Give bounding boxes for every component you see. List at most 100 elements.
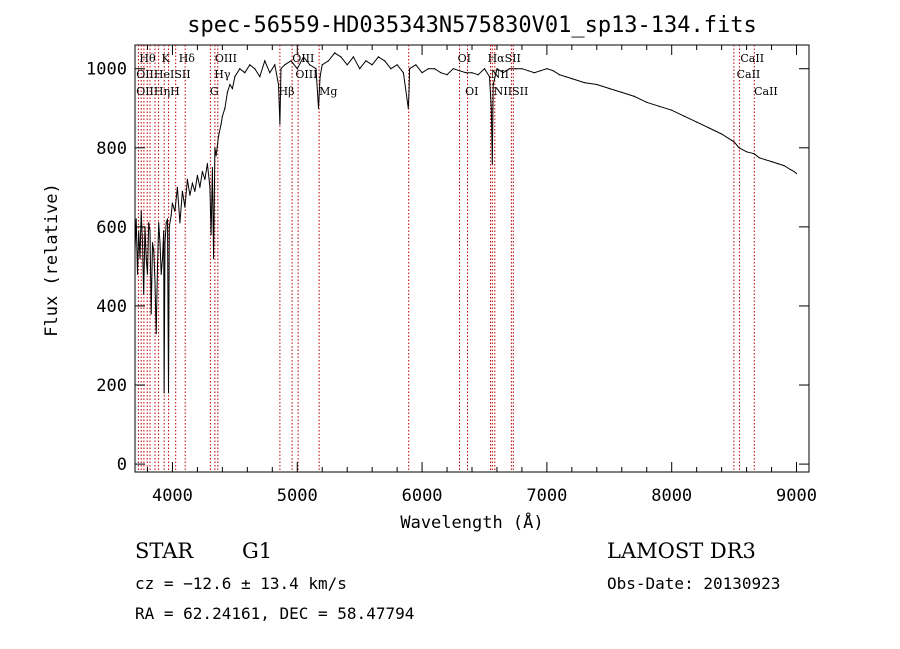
spectrum-point [239, 68, 241, 70]
spectrum-point [214, 147, 216, 149]
spectrum-layer [134, 52, 798, 394]
object-class: STAR [135, 539, 194, 563]
spectrum-point [738, 147, 740, 149]
line-label: Mg [319, 85, 337, 98]
spectrum-point [279, 123, 281, 125]
spectrum-point [280, 68, 282, 70]
spectrum-point [160, 273, 162, 275]
spectrum-point [254, 68, 256, 70]
coordinates: RA = 62.24161, DEC = 58.47794 [135, 604, 414, 623]
spectrum-point [218, 135, 220, 137]
line-label: OIII [215, 52, 237, 65]
spectrum-point [440, 72, 442, 74]
spectrum-point [508, 68, 510, 70]
spectrum-point [377, 56, 379, 58]
spectrum-point [179, 222, 181, 224]
spectrum-point [259, 76, 261, 78]
spectrum-point [221, 115, 223, 117]
spectrum-point [209, 186, 211, 188]
survey-name: LAMOST DR3 [607, 539, 756, 563]
spectrum-point [409, 68, 411, 70]
spectrum-point [477, 74, 479, 76]
spectrum-point [140, 210, 142, 212]
spectrum-point [396, 64, 398, 66]
spectrum-point [181, 190, 183, 192]
spectrum-point [224, 107, 226, 109]
spectrum-point [789, 168, 791, 171]
line-label: CaII [740, 52, 764, 65]
spectrum-point [191, 182, 193, 184]
x-tick-label: 9000 [776, 486, 817, 506]
spectrum-point [552, 70, 554, 72]
line-label: G [210, 85, 219, 98]
x-tick-label: 6000 [402, 486, 443, 506]
spectrum-point [296, 68, 298, 70]
spectrum-point [204, 178, 206, 180]
spectrum-point [696, 121, 698, 123]
spectrum-line [134, 52, 797, 393]
spectrum-point [434, 68, 436, 70]
spectrum-point [145, 257, 147, 260]
spectrum-point [334, 52, 336, 54]
spectrum-point [229, 83, 231, 86]
spectrum-point [148, 222, 150, 224]
spectrum-point [153, 250, 155, 252]
spectrum-point [427, 68, 429, 70]
plot-frame [134, 44, 810, 473]
spectrum-point [571, 78, 573, 80]
spectrum-point [143, 293, 145, 295]
spectrum-point [168, 226, 170, 228]
line-label: OIIHηH [136, 85, 179, 98]
redshift-text: cz = −12.6 ± 13.4 km/s [135, 574, 347, 593]
spectrum-point [365, 60, 367, 62]
spectrum-point [154, 281, 156, 283]
spectrum-point [194, 190, 196, 192]
spectrum-point [302, 56, 305, 58]
spectrum-point [167, 392, 170, 394]
spectrum-point [658, 105, 660, 107]
spectrum-point [165, 222, 167, 224]
spectrum-point [174, 210, 176, 212]
spectrum-point [795, 172, 798, 175]
spectrum-point [138, 230, 140, 232]
spectrum-point [583, 82, 585, 84]
spectrum-point [533, 72, 536, 74]
spectrum-point [189, 194, 191, 196]
spectrum-point [491, 163, 493, 165]
spectrum-point [135, 218, 137, 220]
line-label: Hγ [214, 68, 231, 81]
spectrum-point [136, 273, 139, 275]
spectrum-point [206, 163, 208, 165]
line-label: HαSII [488, 52, 521, 65]
spectrum-point [558, 74, 561, 76]
spectrum-point [186, 178, 188, 180]
line-label: OIIHeISII [136, 68, 190, 81]
spectrum-point [155, 333, 157, 335]
spectrum-point [793, 170, 795, 173]
spectrum-point [141, 242, 144, 244]
spectrum-point [213, 257, 215, 260]
obs-date: Obs-Date: 20130923 [607, 574, 780, 593]
spectrum-point [161, 257, 164, 260]
line-label: CaII [737, 68, 761, 81]
spectrum-point [496, 68, 498, 70]
line-label: OI [458, 52, 471, 65]
line-label: OIII [295, 68, 317, 81]
spectrum-point [546, 68, 548, 70]
line-label: OIII [292, 52, 314, 65]
spectrum-point [540, 70, 542, 72]
spectrum-point [407, 107, 409, 109]
spectrum-point [521, 68, 523, 70]
spectrum-point [527, 70, 529, 72]
spectrum-point [220, 123, 222, 125]
spectrum-point [149, 230, 151, 232]
spectrum-point [608, 87, 610, 90]
spectrum-point [317, 107, 320, 109]
spectrum-point [352, 56, 354, 58]
spectrum-point [683, 115, 685, 117]
line-label: Hβ [279, 85, 295, 98]
spectrum-point [415, 64, 417, 66]
line-label: Hδ [179, 52, 196, 65]
spectrum-point [163, 230, 165, 232]
